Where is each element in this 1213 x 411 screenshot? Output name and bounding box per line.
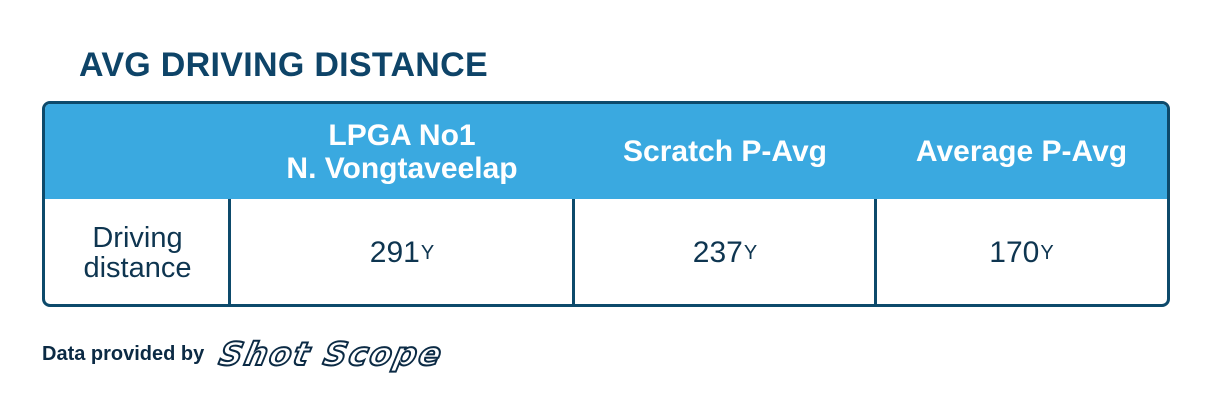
value-average-p-avg: 170 Y (876, 199, 1167, 304)
row-label-driving-distance: Driving distance (45, 199, 230, 304)
header-lpga-line1: LPGA No1 (328, 118, 476, 152)
value-average-number: 170 (989, 236, 1040, 269)
column-divider (572, 199, 575, 304)
header-lpga-no1: LPGA No1 N. Vongtaveelap (230, 104, 574, 199)
page-title: AVG DRIVING DISTANCE (79, 46, 488, 84)
row-label-line1: Driving (92, 222, 183, 254)
header-scratch-label: Scratch P-Avg (623, 135, 827, 168)
table-row: Driving distance 291 Y 237 Y 170 Y (45, 199, 1167, 304)
header-empty-cell (45, 104, 230, 199)
value-lpga-number: 291 (369, 236, 420, 269)
driving-distance-table: LPGA No1 N. Vongtaveelap Scratch P-Avg A… (42, 101, 1170, 307)
table-header: LPGA No1 N. Vongtaveelap Scratch P-Avg A… (45, 104, 1167, 199)
value-scratch-number: 237 (692, 236, 743, 269)
column-divider (228, 199, 231, 304)
value-scratch-unit: Y (743, 241, 758, 264)
header-average-label: Average P-Avg (915, 135, 1128, 168)
value-scratch-p-avg: 237 Y (574, 199, 876, 304)
header-lpga-line2: N. Vongtaveelap (286, 151, 518, 185)
shot-scope-logo: Shot Scope (215, 334, 448, 374)
value-lpga-no1: 291 Y (230, 199, 574, 304)
footer-text: Data provided by (42, 342, 205, 365)
footer-attribution: Data provided by Shot Scope (42, 334, 448, 374)
header-average-p-avg: Average P-Avg (876, 104, 1167, 199)
value-lpga-unit: Y (420, 241, 435, 264)
header-scratch-p-avg: Scratch P-Avg (574, 104, 876, 199)
column-divider (874, 199, 877, 304)
value-average-unit: Y (1040, 241, 1054, 264)
row-label-line2: distance (83, 252, 192, 284)
